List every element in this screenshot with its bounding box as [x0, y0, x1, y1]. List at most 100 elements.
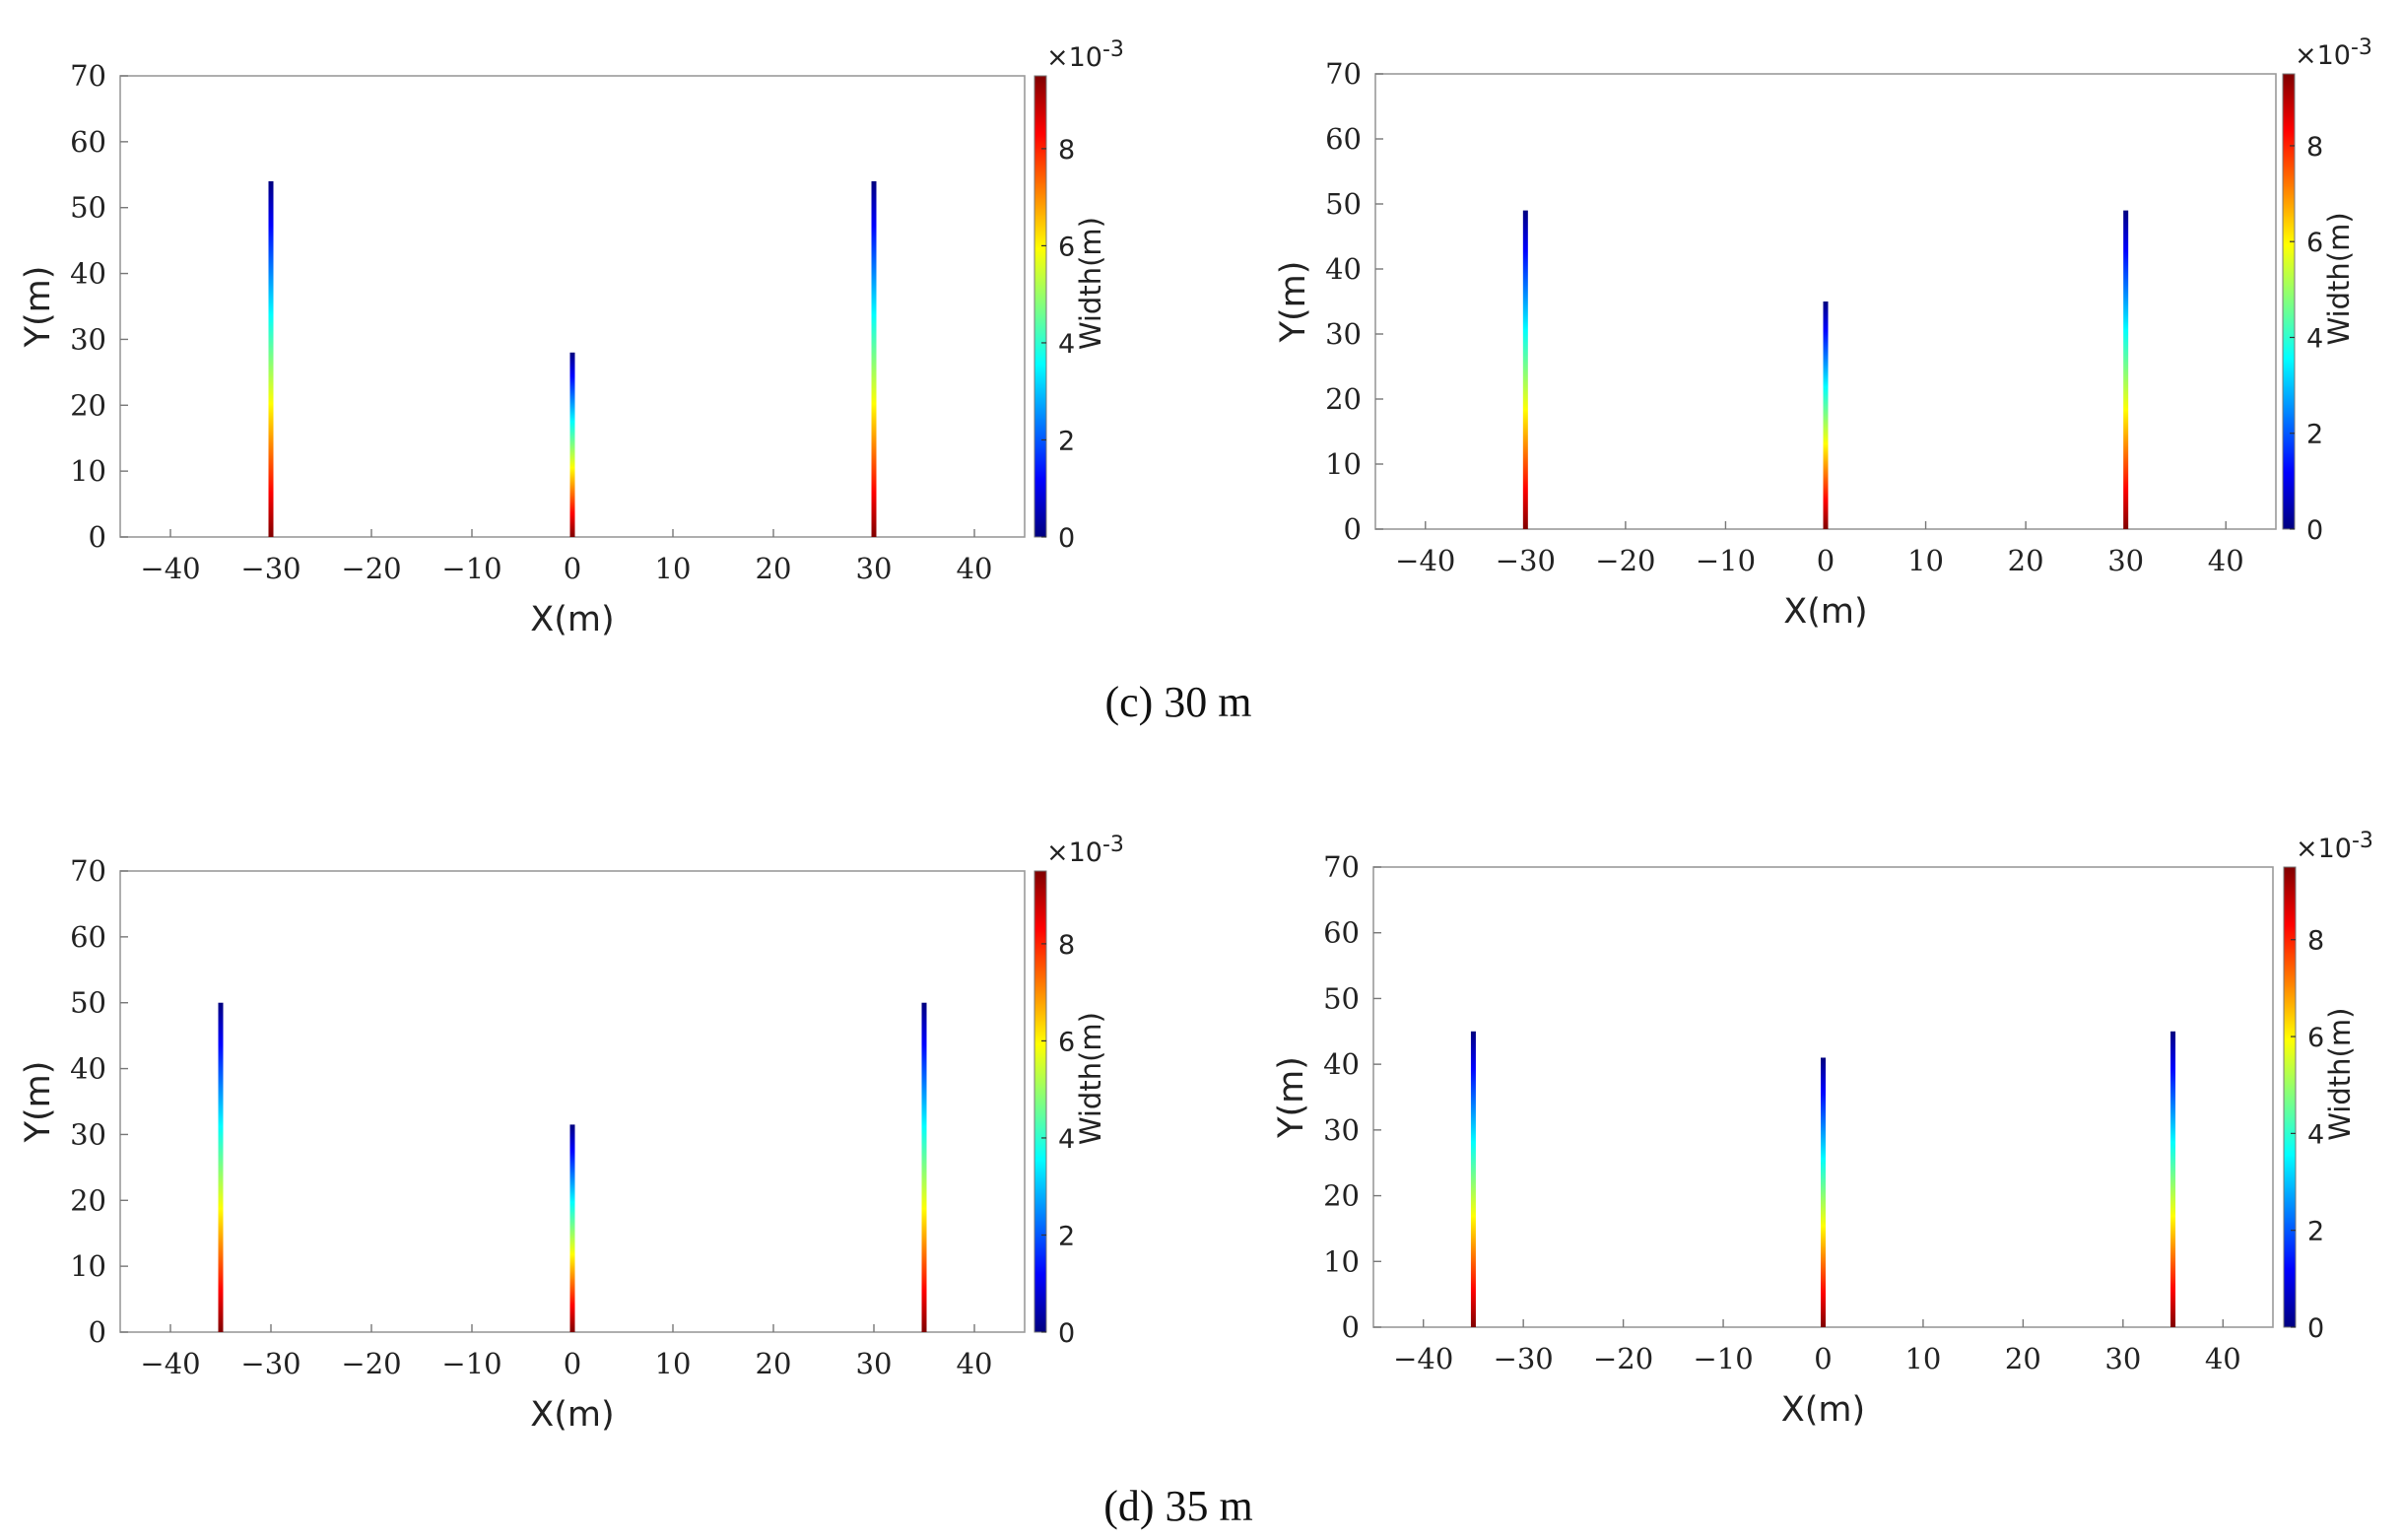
y-tick-label: 60	[1325, 122, 1362, 156]
colorbar-exponent: ×10-3	[1046, 833, 1124, 868]
colorbar-tick-label: 0	[2306, 515, 2323, 546]
colorbar-exponent-power: -3	[2352, 829, 2373, 853]
x-tick-label: −30	[240, 1347, 300, 1380]
colorbar-label: Width(m)	[2322, 212, 2356, 345]
fracture-2	[2123, 210, 2129, 529]
y-tick-label: 40	[70, 1052, 106, 1086]
fracture-2	[871, 180, 877, 537]
y-axis-label: Y(m)	[1274, 261, 1313, 344]
colorbar-label: Width(m)	[1074, 217, 1107, 350]
x-tick-label: 0	[1814, 1342, 1832, 1375]
x-tick-label: −30	[240, 552, 300, 585]
fracture-2	[921, 1002, 927, 1332]
colorbar-tick-label: 0	[2307, 1313, 2324, 1344]
colorbar-tick-label: 6	[1058, 232, 1075, 262]
y-tick-label: 10	[70, 454, 106, 488]
colorbar-tick-label: 6	[2307, 1023, 2324, 1053]
colorbar	[2282, 73, 2296, 530]
colorbar	[1034, 75, 1047, 538]
x-tick-label: −20	[341, 1347, 401, 1380]
y-tick-label: 40	[70, 257, 106, 291]
x-tick-label: 20	[756, 1347, 792, 1380]
colorbar-tick-label: 4	[1058, 1124, 1075, 1155]
y-tick-label: 20	[1323, 1179, 1360, 1213]
y-tick-label: 20	[70, 1183, 106, 1217]
x-tick-label: 30	[856, 1347, 893, 1380]
y-tick-label: 40	[1323, 1047, 1360, 1081]
x-tick-label: −40	[1393, 1342, 1453, 1375]
x-tick-label: −10	[441, 1347, 501, 1380]
colorbar-tick-label: 6	[2306, 228, 2323, 258]
x-tick-label: −40	[140, 552, 200, 585]
y-tick-label: 10	[1325, 447, 1362, 481]
colorbar-tick-label: 8	[1058, 930, 1075, 961]
colorbar-tick-label: 2	[2306, 420, 2323, 450]
colorbar-tick-label: 4	[1058, 329, 1075, 360]
caption-d: (d) 35 m	[1103, 1482, 1253, 1530]
colorbar-tick-label: 4	[2306, 323, 2323, 354]
colorbar-exponent-power: -3	[2351, 35, 2372, 60]
x-tick-label: 40	[957, 1347, 993, 1380]
x-axis-label: X(m)	[1783, 592, 1867, 632]
x-tick-label: −20	[1593, 1342, 1653, 1375]
colorbar-tick-label: 0	[1058, 523, 1075, 554]
y-tick-label: 70	[1325, 57, 1362, 91]
panel-1: −40 −30 −20 −10 0 10 20 30 40010203040506070X(m)…	[1274, 35, 2372, 632]
panel-2: −40 −30 −20 −10 0 10 20 30 40010203040506070X(m)…	[19, 833, 1124, 1435]
panel-3: −40 −30 −20 −10 0 10 20 30 40010203040506070X(m)…	[1272, 829, 2373, 1430]
x-axis-label: X(m)	[1781, 1390, 1865, 1430]
x-tick-label: −20	[341, 552, 401, 585]
x-tick-label: −20	[1595, 544, 1655, 577]
fracture-0	[1522, 210, 1528, 529]
y-tick-label: 50	[70, 986, 106, 1020]
x-tick-label: 10	[655, 552, 692, 585]
colorbar-exponent-power: -3	[1102, 833, 1124, 857]
x-tick-label: 30	[2107, 544, 2144, 577]
x-tick-label: 10	[1904, 1342, 1941, 1375]
y-tick-label: 30	[70, 1117, 106, 1151]
x-tick-label: −40	[1395, 544, 1455, 577]
fracture-1	[1823, 301, 1829, 529]
y-tick-label: 60	[70, 125, 106, 159]
x-tick-label: −10	[1693, 1342, 1753, 1375]
colorbar-exponent: ×10-3	[1046, 37, 1124, 73]
colorbar	[2283, 866, 2297, 1328]
x-tick-label: 30	[2104, 1342, 2141, 1375]
x-tick-label: 20	[2008, 544, 2044, 577]
caption-c: (c) 30 m	[1104, 678, 1251, 726]
x-tick-label: 40	[2205, 1342, 2241, 1375]
fracture-1	[569, 1124, 575, 1332]
fracture-1	[569, 352, 575, 537]
x-tick-label: −10	[441, 552, 501, 585]
x-tick-label: 20	[2005, 1342, 2041, 1375]
y-tick-label: 50	[1325, 187, 1362, 221]
panel-0: −40 −30 −20 −10 0 10 20 30 40010203040506070X(m)…	[19, 37, 1124, 639]
y-tick-label: 10	[1323, 1244, 1360, 1278]
y-tick-label: 50	[1323, 981, 1360, 1015]
x-tick-label: −40	[140, 1347, 200, 1380]
colorbar-tick-label: 8	[1058, 135, 1075, 166]
fracture-2	[2170, 1031, 2176, 1327]
colorbar-exponent: ×10-3	[2295, 35, 2372, 71]
colorbar-tick-label: 6	[1058, 1027, 1075, 1057]
fracture-0	[268, 180, 274, 537]
x-tick-label: 20	[756, 552, 792, 585]
x-tick-label: 10	[655, 1347, 692, 1380]
y-tick-label: 60	[70, 920, 106, 954]
fracture-0	[1470, 1031, 1476, 1327]
x-tick-label: 10	[1907, 544, 1944, 577]
y-tick-label: 70	[1323, 850, 1360, 884]
y-tick-label: 30	[1325, 317, 1362, 351]
colorbar-tick-label: 0	[1058, 1318, 1075, 1349]
x-tick-label: 30	[856, 552, 893, 585]
colorbar	[1034, 870, 1047, 1333]
x-tick-label: 40	[2208, 544, 2244, 577]
y-tick-label: 10	[70, 1249, 106, 1283]
x-tick-label: 0	[564, 552, 581, 585]
y-tick-label: 70	[70, 854, 106, 888]
x-tick-label: −30	[1494, 1342, 1554, 1375]
x-tick-label: −10	[1696, 544, 1756, 577]
x-tick-label: 40	[957, 552, 993, 585]
y-tick-label: 20	[1325, 382, 1362, 416]
